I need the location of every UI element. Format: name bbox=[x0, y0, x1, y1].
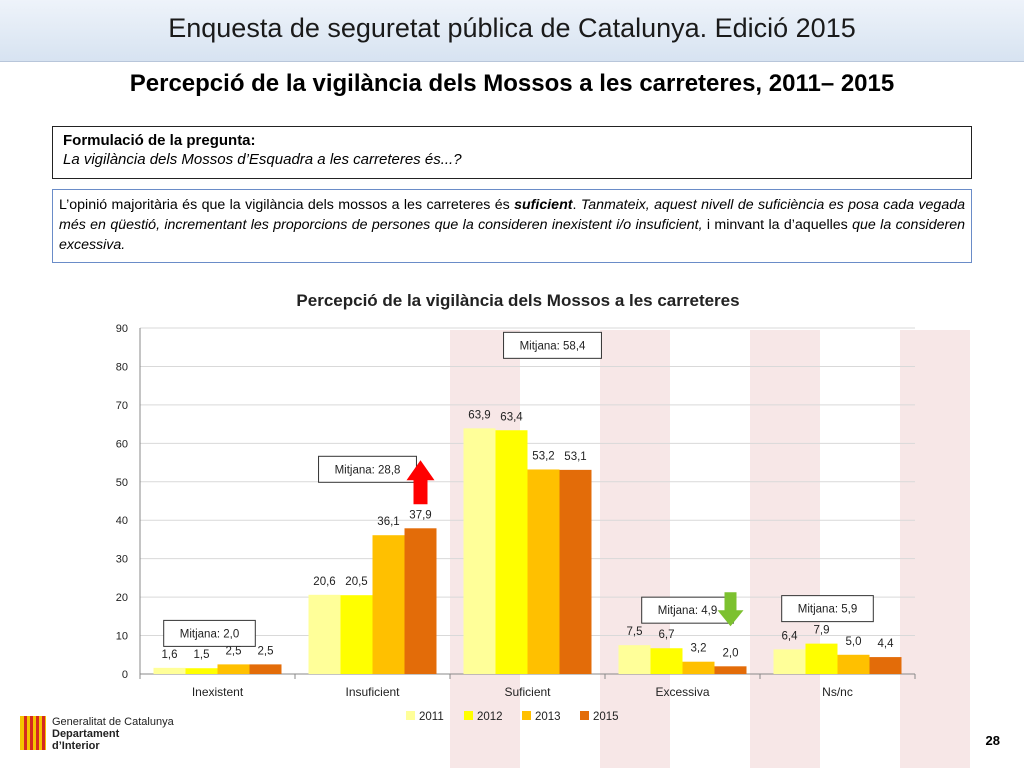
chart-title: Percepció de la vigilància dels Mossos a… bbox=[296, 291, 739, 310]
bar bbox=[837, 654, 870, 674]
mean-annotation-label: Mitjana: 2,0 bbox=[180, 628, 239, 640]
banner-title: Enquesta de seguretat pública de Catalun… bbox=[168, 13, 856, 43]
data-label: 63,4 bbox=[500, 411, 523, 423]
bar bbox=[618, 645, 651, 674]
bar bbox=[404, 528, 437, 674]
question-text: La vigilància dels Mossos d’Esquadra a l… bbox=[63, 151, 462, 168]
data-label: 2,0 bbox=[723, 647, 739, 659]
mean-annotation-box bbox=[781, 595, 874, 623]
data-label: 53,2 bbox=[532, 450, 554, 462]
bar bbox=[650, 648, 683, 674]
data-label: 7,9 bbox=[814, 625, 830, 637]
logo-line-3: d’Interior bbox=[52, 740, 100, 752]
bar bbox=[527, 469, 560, 674]
trend-up-arrow-icon bbox=[406, 460, 435, 505]
y-tick-label: 30 bbox=[116, 554, 128, 566]
legend-label: 2011 bbox=[419, 711, 444, 723]
summary-text-1: L’opinió majoritària és que la vigilànci… bbox=[59, 197, 515, 213]
data-label: 1,5 bbox=[194, 649, 210, 661]
bar bbox=[559, 469, 592, 674]
senyera-icon bbox=[20, 716, 46, 750]
y-tick-label: 80 bbox=[116, 361, 128, 373]
mean-annotation-box bbox=[163, 619, 256, 647]
data-label: 36,1 bbox=[377, 516, 399, 528]
legend-swatch bbox=[464, 711, 473, 720]
x-tick-label: Insuficient bbox=[345, 685, 400, 699]
legend-label: 2013 bbox=[535, 711, 561, 723]
data-label: 37,9 bbox=[409, 509, 431, 521]
data-label: 53,1 bbox=[564, 451, 586, 463]
bar bbox=[773, 649, 806, 674]
bar bbox=[340, 595, 373, 674]
summary-text-5: que la consideren excessiva. bbox=[59, 217, 965, 253]
data-label: 2,5 bbox=[258, 645, 274, 657]
question-box: Formulació de la pregunta: La vigilància… bbox=[52, 126, 972, 179]
y-tick-label: 60 bbox=[116, 438, 128, 450]
data-label: 2,5 bbox=[226, 645, 242, 657]
mean-annotation-label: Mitjana: 4,9 bbox=[658, 605, 717, 617]
data-label: 6,4 bbox=[782, 630, 799, 642]
x-tick-label: Inexistent bbox=[192, 685, 244, 699]
page-title: Percepció de la vigilància dels Mossos a… bbox=[129, 70, 895, 97]
bar bbox=[308, 594, 341, 674]
data-label: 6,7 bbox=[659, 629, 675, 641]
y-tick-label: 20 bbox=[116, 592, 128, 604]
y-tick-label: 50 bbox=[116, 477, 128, 489]
summary-text-2: . bbox=[572, 197, 581, 213]
legend-swatch bbox=[522, 711, 531, 720]
bar bbox=[495, 430, 528, 674]
trend-down-arrow-icon bbox=[717, 592, 744, 627]
mean-annotation-label: Mitjana: 58,4 bbox=[520, 340, 586, 352]
y-tick-label: 0 bbox=[122, 669, 128, 681]
question-heading: Formulació de la pregunta: bbox=[63, 132, 256, 149]
bar bbox=[185, 668, 218, 674]
generalitat-logo: Generalitat de Catalunya Departament d’I… bbox=[20, 714, 200, 754]
summary-text-4: i minvant la d’aquelles bbox=[702, 217, 853, 233]
legend-label: 2015 bbox=[593, 711, 619, 723]
summary-emphasis: suficient bbox=[514, 197, 573, 213]
top-banner: Enquesta de seguretat pública de Catalun… bbox=[0, 0, 1024, 62]
mean-annotation-box bbox=[318, 455, 417, 483]
data-label: 3,2 bbox=[691, 643, 707, 655]
legend-swatch bbox=[406, 711, 415, 720]
bar bbox=[805, 643, 838, 674]
x-tick-label: Ns/nc bbox=[822, 685, 853, 699]
bar bbox=[463, 428, 496, 674]
data-label: 20,6 bbox=[313, 576, 335, 588]
bar bbox=[217, 664, 250, 674]
bar-chart: Percepció de la vigilància dels Mossos a… bbox=[116, 291, 916, 723]
logo-line-1: Generalitat de Catalunya bbox=[52, 716, 174, 728]
summary-text-3: Tanmateix, aquest nivell de suficiència … bbox=[59, 197, 965, 233]
data-label: 5,0 bbox=[846, 636, 862, 648]
x-tick-label: Excessiva bbox=[655, 685, 709, 699]
y-tick-label: 70 bbox=[116, 400, 128, 412]
bar bbox=[153, 667, 186, 674]
logo-line-2: Departament bbox=[52, 728, 120, 740]
bar bbox=[682, 661, 715, 674]
bar bbox=[714, 666, 747, 674]
mean-annotation-box bbox=[503, 331, 602, 359]
legend-label: 2012 bbox=[477, 711, 503, 723]
y-tick-label: 40 bbox=[116, 515, 128, 527]
data-label: 63,9 bbox=[468, 409, 490, 421]
page-number: 28 bbox=[985, 733, 1000, 748]
bar bbox=[869, 657, 902, 674]
legend-swatch bbox=[580, 711, 589, 720]
x-tick-label: Suficient bbox=[504, 685, 551, 699]
mean-annotation-label: Mitjana: 28,8 bbox=[335, 464, 401, 476]
summary-box: L’opinió majoritària és que la vigilànci… bbox=[52, 189, 972, 263]
data-label: 7,5 bbox=[627, 626, 643, 638]
y-tick-label: 90 bbox=[116, 323, 128, 335]
bar bbox=[249, 664, 282, 674]
mean-annotation-label: Mitjana: 5,9 bbox=[798, 604, 857, 616]
data-label: 4,4 bbox=[878, 638, 895, 650]
y-tick-label: 10 bbox=[116, 631, 128, 643]
data-label: 20,5 bbox=[345, 576, 367, 588]
data-label: 1,6 bbox=[162, 649, 178, 661]
bar bbox=[372, 535, 405, 674]
